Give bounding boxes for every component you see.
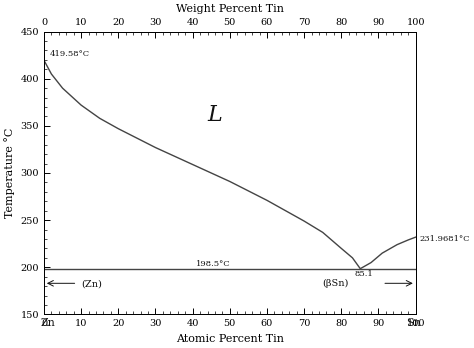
Y-axis label: Temperature °C: Temperature °C (4, 128, 15, 218)
Text: 85.1: 85.1 (355, 270, 373, 278)
X-axis label: Weight Percent Tin: Weight Percent Tin (176, 4, 284, 14)
Text: Zn: Zn (40, 318, 55, 328)
Text: 198.5°C: 198.5°C (196, 260, 231, 268)
X-axis label: Atomic Percent Tin: Atomic Percent Tin (176, 334, 284, 344)
Text: (βSn): (βSn) (323, 279, 349, 288)
Text: Sn: Sn (406, 318, 421, 328)
Text: 231.9681°C: 231.9681°C (419, 235, 470, 243)
Text: 419.58°C: 419.58°C (50, 50, 90, 58)
Text: (Zn): (Zn) (81, 279, 102, 288)
Text: L: L (208, 104, 222, 126)
